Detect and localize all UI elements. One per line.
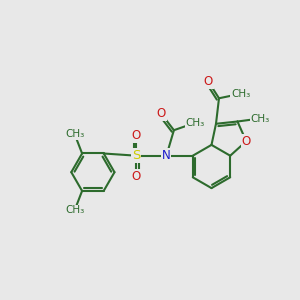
Text: O: O <box>157 107 166 120</box>
Text: S: S <box>132 149 141 162</box>
Text: CH₃: CH₃ <box>250 113 270 124</box>
Text: CH₃: CH₃ <box>186 118 205 128</box>
Text: CH₃: CH₃ <box>65 129 84 139</box>
Text: O: O <box>132 129 141 142</box>
Text: N: N <box>162 149 171 162</box>
Text: CH₃: CH₃ <box>65 206 84 215</box>
Text: O: O <box>242 135 251 148</box>
Text: O: O <box>204 75 213 88</box>
Text: O: O <box>132 169 141 183</box>
Text: CH₃: CH₃ <box>231 89 250 99</box>
